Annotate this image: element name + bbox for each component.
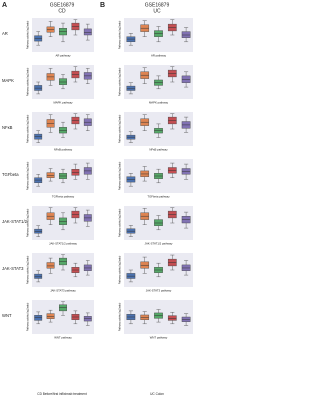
y-axis-label: Pathway activity (log2ratio) (119, 256, 122, 285)
x-axis-label: NFκB pathway (149, 148, 168, 152)
disease-title: UC (153, 8, 161, 14)
y-axis-label: Pathway activity (log2ratio) (27, 21, 30, 50)
y-axis-label: Pathway activity (log2ratio) (27, 68, 30, 97)
y-axis-label: Pathway activity (log2ratio) (119, 303, 122, 332)
x-axis-label: JAK-STAT1/2 pathway (49, 242, 77, 246)
x-axis-label: TGFbeta pathway (52, 195, 75, 199)
box (140, 314, 150, 320)
y-axis-label: Pathway activity (log2ratio) (27, 115, 30, 144)
y-axis-label: Pathway activity (log2ratio) (27, 256, 30, 285)
y-axis-label: Pathway activity (log2ratio) (119, 21, 122, 50)
y-axis-label: Pathway activity (log2ratio) (119, 115, 122, 144)
row-label: TGFbeta (2, 172, 19, 177)
box (34, 228, 43, 234)
row-label: MAPK (2, 78, 14, 83)
y-axis-label: Pathway activity (log2ratio) (119, 68, 122, 97)
x-axis-label: TGFbeta pathway (147, 195, 170, 199)
row-label: JAK-STAT3 (2, 266, 24, 271)
panel-label: A (2, 2, 7, 9)
row-label: AR (2, 31, 8, 36)
y-axis-label: Pathway activity (log2ratio) (119, 162, 122, 191)
box (59, 78, 67, 85)
page: {"header": {"panel_a": "A", "panel_b": "… (2, 1, 193, 396)
x-axis-label: AR pathway (151, 54, 167, 58)
y-axis-label: Pathway activity (log2ratio) (27, 209, 30, 238)
row-label: NFκB (2, 125, 13, 130)
x-axis-label: JAK-STAT1/2 pathway (145, 242, 173, 246)
row-label: WNT (2, 313, 12, 318)
box (154, 219, 163, 226)
box (181, 31, 191, 38)
dataset-title: GSE16879 (145, 2, 170, 8)
disease-title: CD (58, 8, 66, 14)
box (83, 28, 92, 36)
row-label: JAK-STAT1/2 (2, 219, 28, 224)
y-axis-label: Pathway activity (log2ratio) (119, 209, 122, 238)
box (59, 304, 67, 312)
y-axis-label: Pathway activity (log2ratio) (27, 303, 30, 332)
x-axis-label: AR pathway (55, 54, 71, 58)
box (34, 273, 43, 279)
x-axis-label: NFκB pathway (54, 148, 73, 152)
box (71, 168, 80, 176)
dataset-title: GSE16879 (50, 2, 75, 8)
box (167, 315, 177, 321)
y-axis-label: Pathway activity (log2ratio) (27, 162, 30, 191)
footer-label: UC Colon (150, 392, 164, 396)
box (154, 30, 163, 37)
panel-label: B (100, 2, 105, 9)
x-axis-label: JAK-STAT3 pathway (146, 289, 172, 293)
box (46, 262, 55, 269)
footer-label: CD Before/first infliximab treatment (37, 392, 87, 396)
x-axis-label: WNT pathway (150, 336, 168, 340)
box (126, 85, 136, 91)
x-axis-label: JAK-STAT3 pathway (50, 289, 76, 293)
x-axis-label: MAPK pathway (149, 101, 169, 105)
figure: A B GSE16879 GSE16879 CD UC CD Before/fi… (2, 2, 193, 396)
x-axis-label: WNT pathway (54, 336, 72, 340)
x-axis-label: MAPK pathway (53, 101, 73, 105)
